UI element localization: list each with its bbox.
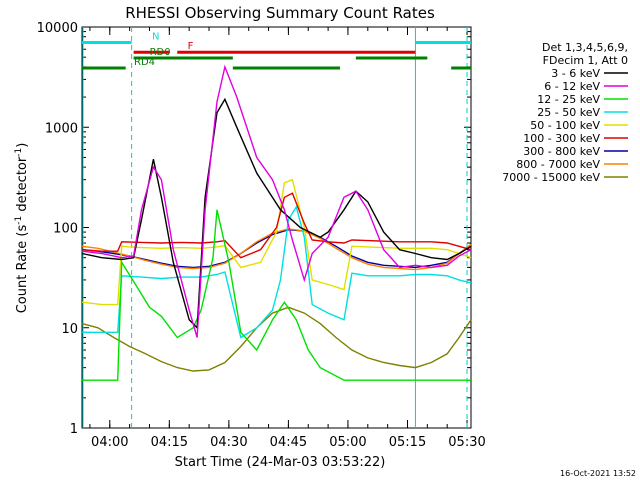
series-line <box>81 306 472 372</box>
flag-bar-label: RD0 <box>150 47 171 58</box>
y-tick-label: 1000 <box>45 121 78 136</box>
y-label-main: Count Rate (s <box>15 225 30 314</box>
y-tick-label: 10000 <box>37 21 78 36</box>
y-axis-label: Count Rate (s-1 detector-1) <box>14 143 30 314</box>
chart-title: RHESSI Observing Summary Count Rates <box>125 4 435 22</box>
legend-entry-label: 7000 - 15000 keV <box>502 171 600 184</box>
y-tick-label: 10 <box>61 322 78 337</box>
series-line <box>81 192 472 259</box>
x-tick-label: 04:30 <box>210 435 247 450</box>
y-tick-label: 1 <box>70 422 78 437</box>
x-tick-label: 05:30 <box>448 435 485 450</box>
series-line <box>81 178 472 306</box>
y-label-sup-2: -1 <box>14 148 24 157</box>
legend-entry-label: 800 - 7000 keV <box>516 158 600 171</box>
legend: Det 1,3,4,5,6,9, FDecim 1, Att 0 3 - 6 k… <box>502 41 628 184</box>
legend-entry-label: 12 - 25 keV <box>537 93 600 106</box>
legend-header-line-1: Det 1,3,4,5,6,9, <box>542 41 628 54</box>
x-tick-label: 04:00 <box>91 435 128 450</box>
flag-bar-label: RD4 <box>134 57 155 68</box>
legend-entry-label: 6 - 12 keV <box>544 80 600 93</box>
x-tick-label: 05:15 <box>389 435 426 450</box>
legend-entry-label: 25 - 50 keV <box>537 106 600 119</box>
y-label-sup: -1 <box>14 216 24 225</box>
y-tick-label: 100 <box>53 222 78 237</box>
y-label-end: ) <box>15 143 30 148</box>
y-label-rest: detector <box>15 156 30 216</box>
series-line <box>82 205 472 339</box>
series-line <box>81 228 472 269</box>
legend-entry-label: 3 - 6 keV <box>551 67 600 80</box>
x-tick-label: 04:45 <box>270 435 307 450</box>
legend-header-line-2: FDecim 1, Att 0 <box>543 54 628 67</box>
timestamp-footer: 16-Oct-2021 13:52 <box>560 469 636 478</box>
legend-entry-label: 50 - 100 keV <box>530 119 600 132</box>
series-line <box>81 64 472 338</box>
series-line <box>82 209 471 381</box>
legend-entry-label: 300 - 800 keV <box>523 145 600 158</box>
x-axis-label: Start Time (24-Mar-03 03:53:22) <box>175 455 386 470</box>
axis-ticks: 1 10 100 1000 10000 04:00 04:15 04:30 04:45 05:00… <box>37 21 486 450</box>
vertical-markers <box>82 27 468 428</box>
x-tick-label: 04:15 <box>151 435 188 450</box>
series-line <box>81 228 472 271</box>
series-lines <box>81 64 472 381</box>
flag-bar-label: N <box>152 32 159 43</box>
x-tick-label: 05:00 <box>329 435 366 450</box>
legend-entry-label: 100 - 300 keV <box>523 132 600 145</box>
flag-bar-label: F <box>188 41 194 52</box>
